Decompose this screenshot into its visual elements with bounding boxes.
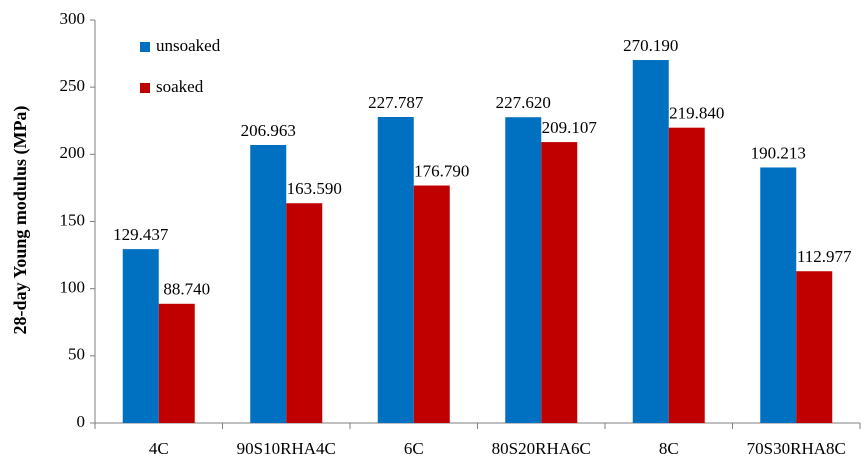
bar — [541, 142, 578, 423]
data-label: 129.437 — [113, 225, 169, 244]
data-label: 219.840 — [669, 104, 724, 123]
data-label: 206.963 — [241, 121, 296, 140]
data-label: 190.213 — [751, 143, 806, 162]
bar — [796, 271, 833, 423]
legend-swatch — [140, 83, 150, 93]
bar — [505, 117, 542, 423]
legend-label: soaked — [156, 77, 204, 96]
x-tick-label: 8C — [659, 439, 679, 458]
legend-swatch — [140, 42, 150, 52]
x-tick-label: 90S10RHA4C — [237, 439, 336, 458]
bar — [122, 249, 159, 423]
y-tick-label: 300 — [60, 9, 86, 28]
data-label: 163.590 — [287, 179, 342, 198]
y-tick-label: 100 — [60, 278, 86, 297]
bar — [668, 127, 705, 423]
data-label: 176.790 — [414, 161, 469, 180]
x-tick-label: 80S20RHA6C — [492, 439, 591, 458]
y-tick-label: 50 — [68, 345, 85, 364]
bar — [760, 167, 797, 423]
x-tick-label: 6C — [404, 439, 424, 458]
y-tick-label: 200 — [60, 143, 86, 162]
data-label: 112.977 — [797, 247, 852, 266]
bar — [158, 303, 195, 423]
bar — [286, 203, 323, 423]
bar — [250, 144, 287, 423]
data-label: 227.620 — [496, 93, 551, 112]
x-tick-label: 70S30RHA8C — [747, 439, 846, 458]
bar — [632, 60, 669, 423]
y-tick-label: 250 — [60, 76, 86, 95]
data-label: 209.107 — [542, 118, 598, 137]
y-axis-label: 28-day Young modulus (MPa) — [10, 106, 31, 335]
x-tick-label: 4C — [149, 439, 169, 458]
data-label: 270.190 — [623, 36, 678, 55]
y-tick-label: 0 — [77, 412, 86, 431]
bar — [413, 185, 450, 423]
data-label: 88.740 — [163, 280, 210, 299]
bar — [377, 117, 414, 423]
data-label: 227.787 — [368, 93, 424, 112]
y-tick-label: 150 — [60, 210, 86, 229]
legend-label: unsoaked — [156, 36, 221, 55]
